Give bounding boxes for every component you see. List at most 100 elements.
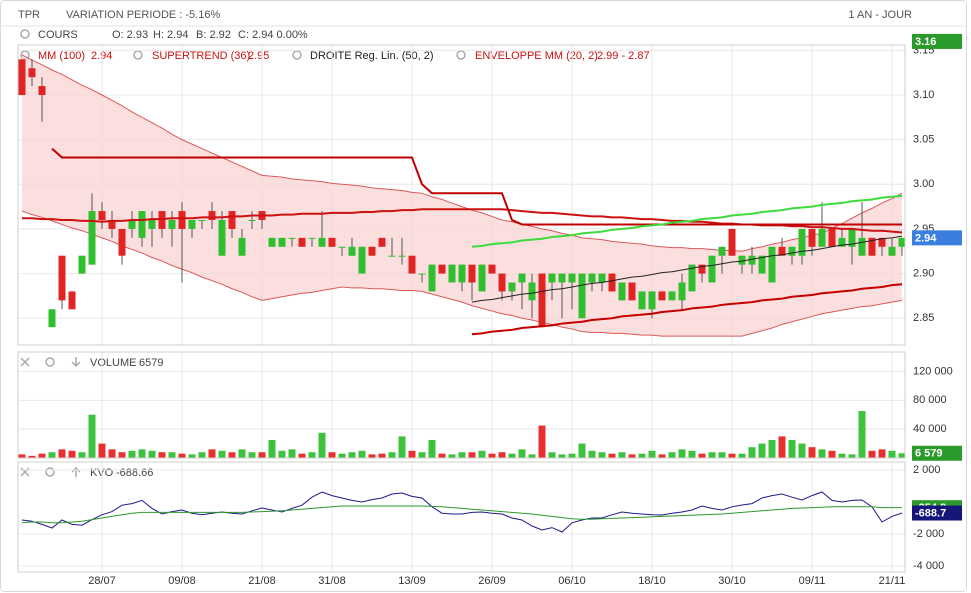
volume-bar	[768, 439, 776, 458]
envelope-band	[22, 54, 902, 337]
volume-bar	[558, 454, 566, 458]
gear-icon[interactable]	[45, 467, 55, 477]
candle-body	[868, 237, 876, 256]
volume-bar	[108, 449, 116, 458]
candle-body	[248, 220, 256, 221]
candle-body	[488, 264, 496, 274]
y-tick-label: 3.05	[913, 134, 934, 146]
kvo-line	[21, 505, 903, 524]
volume-bar	[338, 453, 346, 458]
volume-bar	[488, 453, 496, 458]
gear-icon[interactable]	[20, 29, 30, 39]
y-tick-label: 3.00	[913, 178, 934, 190]
close-icon[interactable]	[20, 467, 30, 477]
regression-line	[471, 194, 903, 248]
candle-body	[848, 228, 856, 247]
candle-body	[338, 246, 346, 248]
gear-icon[interactable]	[292, 50, 302, 60]
candle-body	[728, 228, 736, 256]
candle-body	[448, 264, 456, 283]
candle-body	[268, 237, 276, 247]
y-tick-label: 3.10	[913, 89, 934, 101]
candle-body	[68, 291, 76, 310]
legend-mm: MM (100)	[38, 50, 85, 62]
candle-body	[528, 282, 536, 301]
legend-supertrend-value: 2.95	[248, 50, 269, 62]
candle-body	[578, 273, 586, 319]
volume-bar	[748, 447, 756, 458]
candle-body	[718, 246, 726, 256]
volume-bar	[348, 452, 356, 458]
volume-bar	[618, 452, 626, 458]
volume-bar	[38, 453, 46, 458]
move-down-icon[interactable]	[71, 357, 81, 368]
volume-bar	[688, 450, 696, 458]
volume-bar	[518, 449, 526, 458]
volume-bar	[388, 452, 396, 458]
quote-name: COURS	[38, 29, 78, 41]
y-tick-label: 40 000	[913, 423, 947, 435]
candle-body	[468, 264, 476, 283]
volume-bar	[758, 443, 766, 458]
value-badge	[912, 33, 962, 49]
candle-body	[698, 264, 706, 274]
volume-bar	[858, 411, 866, 458]
candle-body	[648, 291, 656, 310]
candle-body	[888, 246, 896, 256]
volume-panel	[17, 351, 906, 459]
candle-body	[58, 255, 66, 301]
volume-bar	[808, 447, 816, 458]
candle-body	[368, 246, 376, 256]
volume-bar	[408, 450, 416, 458]
candle-body	[298, 237, 306, 247]
candle-body	[398, 255, 406, 257]
volume-bar	[168, 452, 176, 458]
volume-bar	[478, 450, 486, 458]
gear-icon[interactable]	[456, 50, 466, 60]
volume-bar	[318, 432, 326, 458]
candle-body	[548, 273, 556, 283]
volume-bar	[578, 443, 586, 458]
x-tick-label: 06/10	[558, 575, 586, 587]
volume-bar	[738, 453, 746, 458]
candle-body	[308, 237, 316, 239]
candle-body	[378, 237, 386, 247]
volume-bar	[538, 425, 546, 458]
x-tick-label: 21/11	[879, 575, 906, 587]
candle-body	[798, 228, 806, 256]
value-badge-label: 6 579	[915, 448, 943, 460]
x-tick-label: 18/10	[638, 575, 666, 587]
gear-icon[interactable]	[133, 50, 143, 60]
volume-bar	[588, 450, 596, 458]
candle-body	[518, 273, 526, 283]
candle-body	[678, 282, 686, 301]
x-tick-label: 31/08	[318, 575, 346, 587]
candle-body	[748, 255, 756, 265]
candle-body	[188, 220, 196, 229]
x-tick-label: 28/07	[88, 575, 116, 587]
y-tick-label: -2 000	[913, 528, 944, 540]
close-icon[interactable]	[20, 357, 30, 367]
volume-bar	[828, 450, 836, 458]
volume-bar	[148, 450, 156, 458]
volume-bar	[498, 452, 506, 458]
gear-icon[interactable]	[45, 357, 55, 367]
y-tick-label: 120 000	[913, 365, 953, 377]
x-tick-label: 09/11	[799, 575, 826, 587]
candle-body	[228, 211, 236, 229]
candle-body	[18, 59, 26, 95]
volume-bar	[678, 449, 686, 458]
volume-bar	[178, 453, 186, 458]
volume-bar	[878, 449, 886, 458]
candle-body	[418, 273, 426, 275]
volume-title: VOLUME	[90, 357, 136, 369]
volume-bar	[468, 452, 476, 458]
regression-line	[471, 235, 903, 303]
volume-bar	[818, 449, 826, 458]
volume-bar	[68, 450, 76, 458]
volume-bar	[78, 452, 86, 458]
candle-body	[508, 282, 516, 292]
y-tick-label: 2.90	[913, 267, 934, 279]
quote-close: C: 2.94 0.00%	[238, 29, 308, 41]
volume-bar	[118, 452, 126, 458]
